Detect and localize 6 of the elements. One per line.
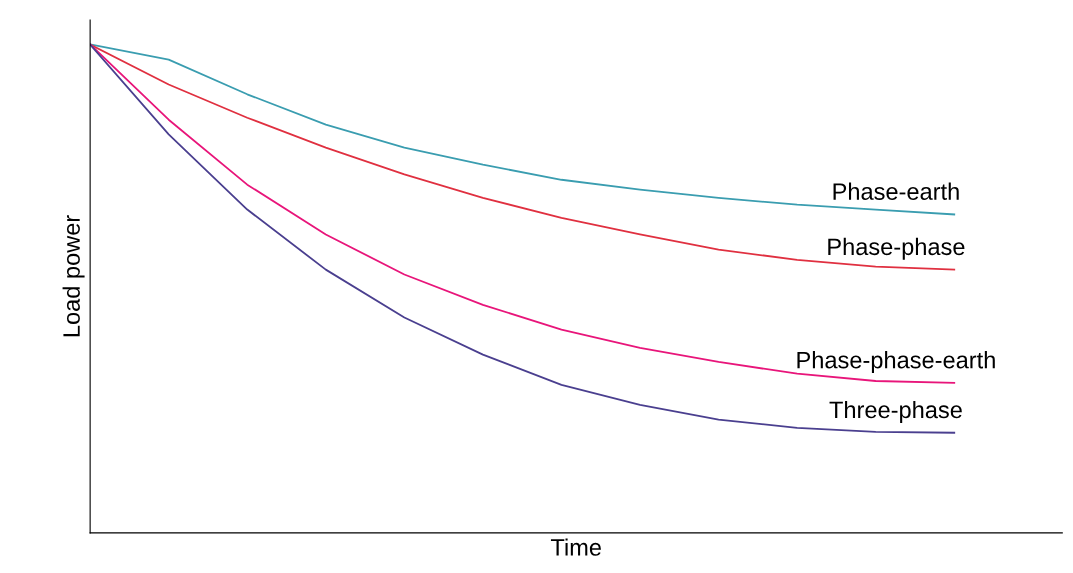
y-axis-title: Load power bbox=[62, 215, 85, 337]
series-label: Phase-phase bbox=[828, 237, 965, 260]
series-label: Phase-phase-earth bbox=[797, 351, 995, 374]
series-label: Three-phase bbox=[829, 400, 962, 423]
x-axis-title: Time bbox=[550, 538, 601, 556]
series-label: Phase-earth bbox=[833, 182, 959, 200]
